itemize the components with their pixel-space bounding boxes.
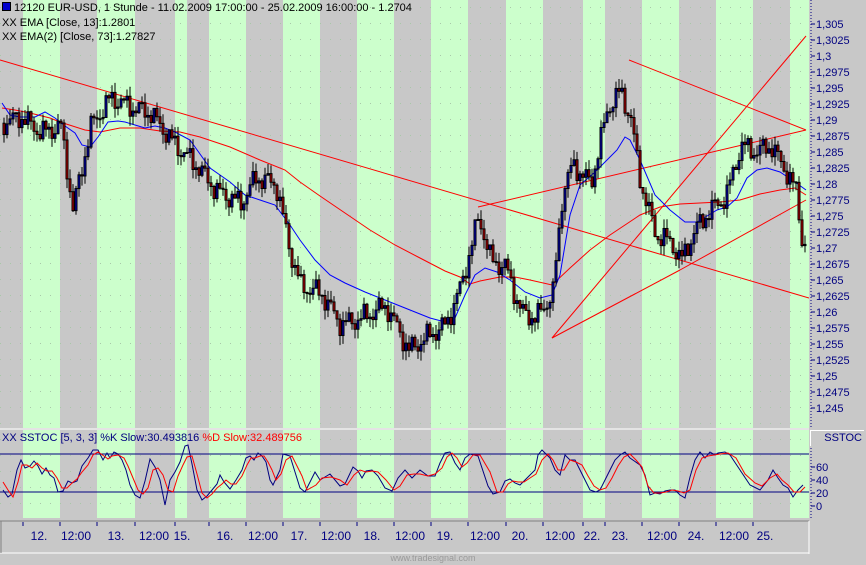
price-tick: 1,2675	[816, 259, 850, 271]
time-tick: 12:00	[395, 529, 425, 543]
sstoc-d-label: %D Slow:32.489756	[199, 432, 303, 444]
price-tick: 1,305	[816, 19, 844, 31]
time-tick: 12:00	[545, 529, 575, 543]
candlesticks	[2, 78, 807, 361]
sstoc-k-label: XX SSTOC [5, 3, 3] %K Slow:30.493816	[2, 432, 200, 444]
stoch-tick: 20	[816, 488, 828, 500]
price-tick: 1,3025	[816, 35, 850, 47]
grid-dots	[0, 0, 809, 428]
price-tick: 1,2975	[816, 67, 850, 79]
time-tick: 12:00	[61, 529, 91, 543]
price-tick: 1,2475	[816, 387, 850, 399]
ema13-line	[1, 102, 807, 323]
stoch-d-line	[2, 451, 806, 499]
stoch-tick: 40	[816, 475, 828, 487]
time-axis: 12. 12:00 13. 12:00 15. 16. 12:00 17. 12:00 18. 12…	[22, 522, 774, 543]
time-tick: 16.	[217, 529, 234, 543]
time-tick: 17.	[291, 529, 308, 543]
sstoc-axis-title: SSTOC	[810, 430, 864, 446]
price-tick: 1,26	[816, 307, 837, 319]
time-tick: 23.	[612, 529, 629, 543]
time-tick: 25.	[757, 529, 774, 543]
price-tick: 1,2575	[816, 323, 850, 335]
price-tick: 1,3	[816, 51, 831, 63]
ema13-legend[interactable]: XX EMA [Close, 13]:1.2801	[2, 17, 136, 29]
time-tick: 18.	[364, 529, 381, 543]
sstoc-legend[interactable]: XX SSTOC [5, 3, 3] %K Slow:30.493816 %D …	[2, 432, 302, 445]
footer-watermark: www.tradesignal.com	[390, 553, 476, 563]
time-tick: 12:00	[719, 529, 749, 543]
price-tick: 1,2725	[816, 227, 850, 239]
stoch-tick: 60	[816, 462, 828, 474]
price-tick: 1,255	[816, 339, 844, 351]
price-tick: 1,285	[816, 147, 844, 159]
time-tick: 12:00	[321, 529, 351, 543]
time-tick: 22.	[584, 529, 601, 543]
time-tick: 19.	[437, 529, 454, 543]
time-tick: 12:00	[470, 529, 500, 543]
ema73-line	[1, 107, 807, 286]
time-tick: 24.	[688, 529, 705, 543]
price-tick: 1,275	[816, 211, 844, 223]
price-tick: 1,2825	[816, 163, 850, 175]
price-tick: 1,2775	[816, 195, 850, 207]
title-text: 12120 EUR-USD, 1 Stunde - 11.02.2009 17:…	[14, 2, 412, 14]
stoch-tick: 0	[816, 501, 822, 513]
price-tick: 1,28	[816, 179, 837, 191]
ema73-legend[interactable]: XX EMA(2) [Close, 73]:1.27827	[2, 31, 156, 43]
price-tick: 1,25	[816, 371, 837, 383]
price-tick: 1,245	[816, 403, 844, 415]
time-tick: 12:00	[248, 529, 278, 543]
square-marker-icon	[2, 2, 11, 11]
price-tick: 1,2925	[816, 99, 850, 111]
time-tick: 12:00	[139, 529, 169, 543]
price-tick: 1,2875	[816, 131, 850, 143]
price-tick: 1,29	[816, 115, 837, 127]
time-tick: 13.	[108, 529, 125, 543]
stoch-axis: 60 40 20 0	[811, 462, 828, 513]
price-tick: 1,295	[816, 83, 844, 95]
stoch-k-line	[2, 444, 804, 506]
time-tick: 12.	[31, 529, 48, 543]
price-tick: 1,27	[816, 243, 837, 255]
price-tick: 1,2625	[816, 291, 850, 303]
chart-title: 12120 EUR-USD, 1 Stunde - 11.02.2009 17:…	[2, 2, 412, 15]
time-tick: 20.	[512, 529, 529, 543]
time-tick: 15.	[174, 529, 191, 543]
price-tick: 1,265	[816, 275, 844, 287]
price-tick: 1,2525	[816, 355, 850, 367]
price-axis: 1,305 1,3025 1,3 1,2975 1,295 1,2925 1,29 1,287…	[811, 19, 850, 415]
time-tick: 12:00	[647, 529, 677, 543]
